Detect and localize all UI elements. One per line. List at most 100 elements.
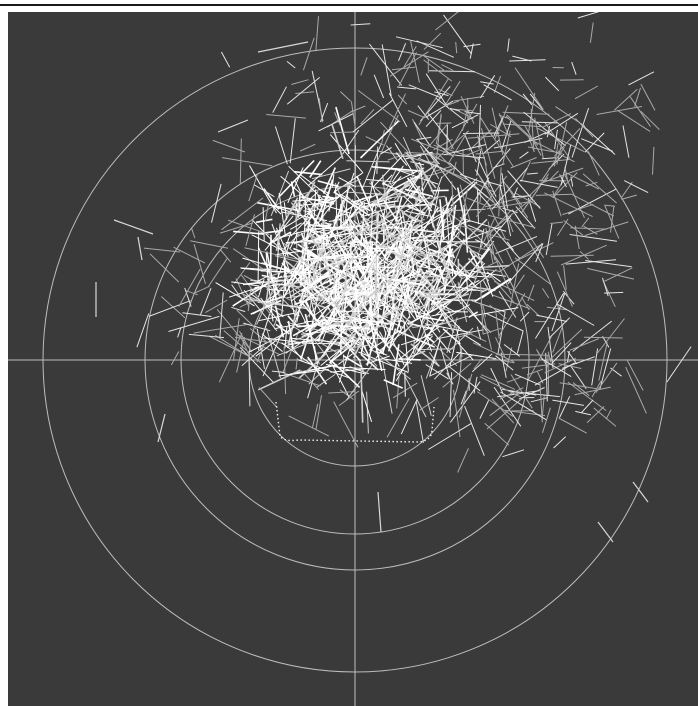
branch-stroke	[565, 259, 617, 265]
branch-stroke	[412, 206, 457, 235]
branch-stroke	[511, 195, 531, 198]
branch-stroke	[374, 259, 393, 297]
branch-stroke	[405, 152, 437, 189]
viewport-canvas[interactable]	[8, 12, 698, 706]
branch-stroke	[342, 129, 360, 155]
branch-stroke	[531, 159, 570, 164]
branch-stroke	[445, 196, 449, 210]
branch-stroke	[440, 256, 462, 305]
branch-stroke	[341, 262, 349, 313]
branch-stroke	[498, 114, 509, 119]
branch-stroke	[241, 347, 263, 367]
branch-stroke	[493, 117, 504, 136]
branch-stroke	[602, 267, 633, 283]
branch-stroke	[352, 321, 372, 359]
branch-stroke	[289, 231, 299, 249]
branch-stroke	[390, 286, 417, 320]
branch-stroke	[420, 225, 430, 266]
branch-stroke	[389, 51, 429, 77]
branch-stroke	[328, 219, 341, 222]
branch-stroke	[325, 234, 329, 247]
branch-stroke	[453, 95, 485, 102]
branch-stroke	[372, 312, 405, 329]
branch-stroke	[386, 246, 414, 254]
branch-stroke	[290, 181, 296, 197]
top-view-viewport[interactable]	[8, 12, 698, 706]
branch-stroke	[315, 395, 322, 430]
branch-stroke	[408, 214, 422, 222]
bush-branch-layer[interactable]	[95, 12, 692, 543]
branch-stroke	[441, 212, 444, 234]
branch-stroke	[209, 335, 247, 356]
branch-stroke	[266, 337, 296, 350]
branch-stroke	[467, 257, 490, 282]
branch-stroke	[585, 181, 598, 187]
branch-stroke	[581, 217, 590, 228]
branch-stroke	[401, 298, 420, 305]
branch-stroke	[276, 243, 290, 280]
branch-stroke	[294, 297, 313, 306]
branch-stroke	[441, 220, 467, 241]
branch-stroke	[457, 342, 474, 361]
branch-stroke	[429, 338, 441, 376]
branch-stroke	[220, 51, 231, 68]
branch-stroke	[380, 146, 392, 155]
branch-stroke	[489, 391, 521, 417]
branch-stroke	[398, 358, 421, 361]
branch-stroke	[361, 243, 381, 253]
branch-stroke	[486, 200, 535, 210]
branch-stroke	[569, 338, 599, 351]
branch-stroke	[462, 105, 469, 131]
branch-stroke	[387, 194, 417, 199]
branch-stroke	[423, 55, 447, 73]
branch-stroke	[258, 278, 265, 298]
branch-stroke	[495, 355, 514, 371]
branch-stroke	[382, 174, 393, 186]
branch-stroke	[539, 382, 543, 423]
branch-stroke	[297, 281, 334, 293]
branch-stroke	[634, 87, 641, 107]
branch-stroke	[507, 38, 510, 52]
branch-stroke	[487, 203, 506, 239]
branch-stroke	[339, 91, 352, 102]
branch-stroke	[410, 40, 420, 83]
branch-stroke	[272, 86, 287, 113]
branch-stroke	[493, 75, 502, 93]
branch-stroke	[502, 111, 550, 115]
branch-stroke	[467, 224, 485, 233]
branch-stroke	[325, 363, 367, 375]
branch-stroke	[382, 220, 398, 245]
branch-stroke	[217, 119, 249, 133]
branch-stroke	[436, 207, 445, 227]
branch-stroke	[239, 347, 275, 384]
branch-stroke	[221, 197, 264, 231]
branch-stroke	[479, 302, 492, 350]
branch-stroke	[279, 276, 315, 289]
branch-stroke	[475, 150, 504, 155]
branch-stroke	[339, 389, 354, 400]
branch-stroke	[333, 366, 386, 371]
branch-stroke	[396, 329, 436, 348]
branch-stroke	[322, 320, 353, 327]
branch-stroke	[407, 299, 452, 326]
branch-stroke	[350, 249, 373, 272]
branch-stroke	[292, 198, 332, 202]
branch-stroke	[257, 369, 301, 391]
branch-stroke	[416, 122, 449, 161]
branch-stroke	[416, 136, 432, 141]
branch-stroke	[337, 353, 353, 365]
branch-stroke	[616, 109, 651, 132]
branch-stroke	[547, 355, 550, 396]
branch-stroke	[547, 326, 554, 369]
branch-stroke	[289, 118, 296, 164]
branch-stroke	[353, 212, 380, 228]
branch-stroke	[580, 123, 616, 155]
branch-stroke	[391, 343, 408, 358]
branch-stroke	[208, 257, 228, 287]
branch-stroke	[236, 336, 246, 373]
branch-stroke	[236, 309, 257, 330]
branch-stroke	[508, 390, 560, 398]
branch-stroke	[274, 126, 288, 165]
branch-stroke	[396, 376, 400, 409]
branch-stroke	[395, 344, 418, 382]
